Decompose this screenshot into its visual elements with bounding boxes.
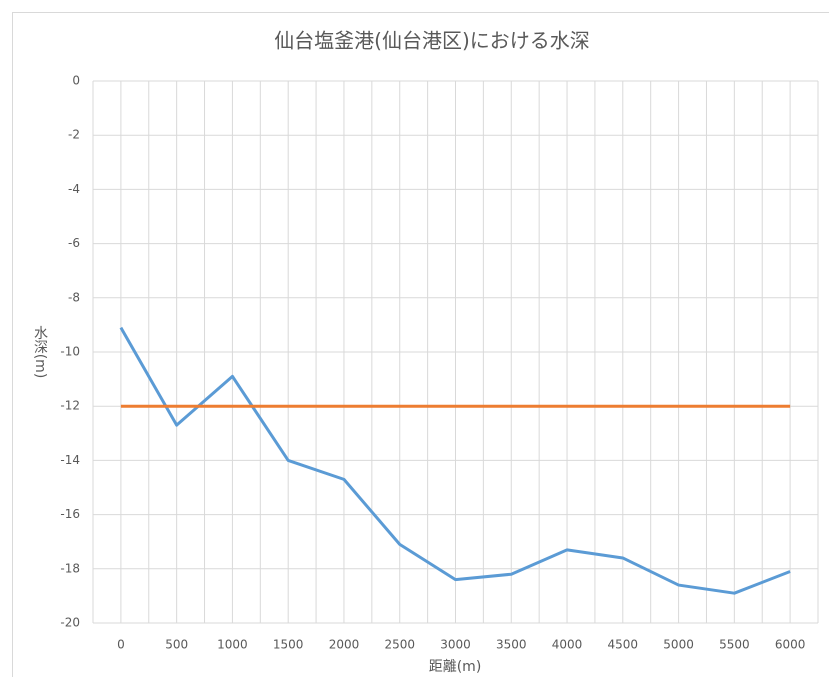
x-tick-label: 3500 (496, 638, 527, 652)
x-tick-label: 2500 (384, 638, 415, 652)
x-tick-label: 500 (165, 638, 188, 652)
x-tick-label: 0 (117, 638, 125, 652)
x-tick-label: 2000 (329, 638, 360, 652)
y-tick-label: 0 (72, 74, 80, 88)
x-tick-label: 4500 (608, 638, 639, 652)
x-tick-label: 6000 (775, 638, 806, 652)
y-tick-label: -10 (60, 345, 80, 359)
y-tick-label: -4 (68, 182, 80, 196)
chart-title: 仙台塩釜港(仙台港区)における水深 (274, 29, 590, 53)
y-tick-label: -18 (60, 561, 80, 575)
y-tick-label: -16 (60, 507, 80, 521)
x-axis-label: 距離(m) (429, 658, 482, 675)
y-tick-label: -20 (60, 616, 80, 630)
data-line (119, 326, 791, 595)
y-tick-label: -14 (60, 453, 80, 467)
x-tick-label: 5500 (719, 638, 750, 652)
y-tick-label: -6 (68, 236, 80, 250)
y-tick-label: -2 (68, 128, 80, 142)
x-tick-label: 4000 (552, 638, 583, 652)
x-tick-label: 1000 (217, 638, 248, 652)
x-tick-label: 5000 (663, 638, 694, 652)
y-axis-label: 水深(m) (32, 326, 48, 379)
y-tick-label: -8 (68, 290, 80, 304)
x-tick-label: 3000 (440, 638, 471, 652)
y-tick-label: -12 (60, 399, 80, 413)
x-tick-label: 1500 (273, 638, 304, 652)
